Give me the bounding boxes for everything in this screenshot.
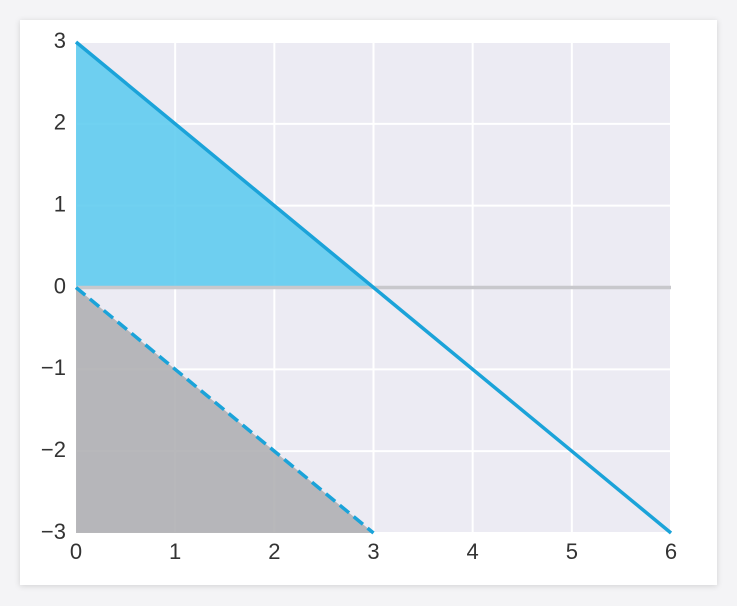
y-tick-label: 2 bbox=[54, 110, 66, 135]
x-tick-label: 0 bbox=[70, 539, 82, 564]
y-tick-label: −1 bbox=[41, 355, 66, 380]
x-tick-label: 6 bbox=[665, 539, 677, 564]
line bbox=[74, 286, 375, 535]
y-tick-label: 1 bbox=[54, 191, 66, 216]
x-tick-label: 3 bbox=[367, 539, 379, 564]
line bbox=[74, 40, 673, 535]
x-tick-label: 1 bbox=[169, 539, 181, 564]
y-tick-label: −2 bbox=[41, 437, 66, 462]
y-tick-label: 0 bbox=[54, 273, 66, 298]
x-tick-label: 4 bbox=[467, 539, 479, 564]
y-tick-label: −3 bbox=[41, 519, 66, 544]
x-tick-label: 2 bbox=[268, 539, 280, 564]
y-tick-label: 3 bbox=[54, 28, 66, 53]
x-tick-label: 5 bbox=[566, 539, 578, 564]
